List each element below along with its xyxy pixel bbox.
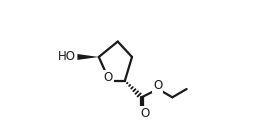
Text: O: O — [153, 79, 162, 92]
Text: O: O — [140, 107, 150, 120]
Polygon shape — [77, 54, 99, 60]
Text: O: O — [104, 71, 113, 84]
Text: HO: HO — [58, 50, 76, 64]
